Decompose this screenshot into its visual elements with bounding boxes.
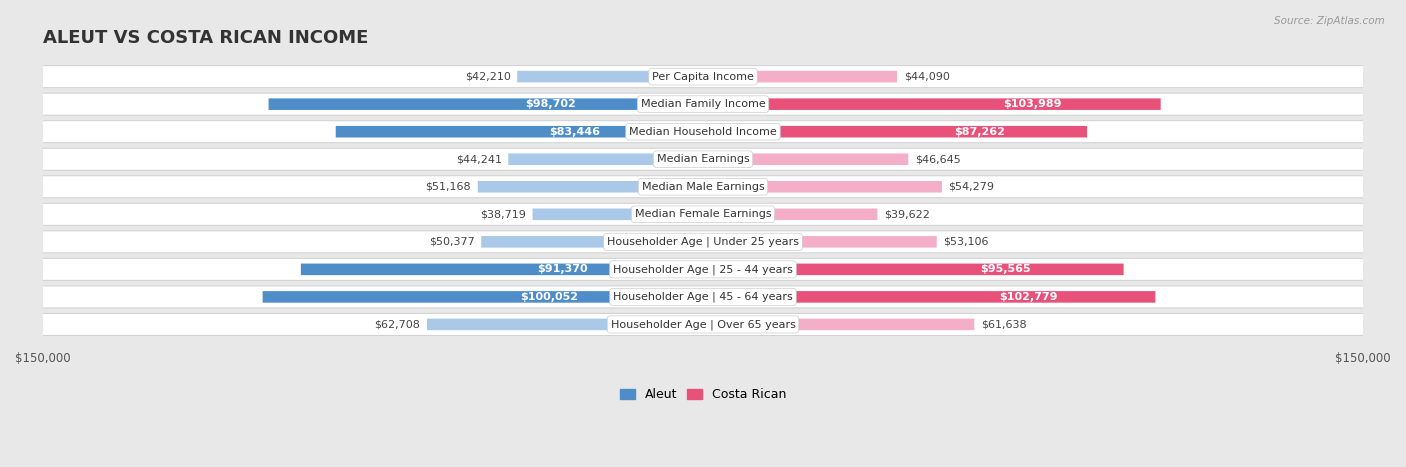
FancyBboxPatch shape [703,208,877,220]
Text: $61,638: $61,638 [981,319,1026,329]
FancyBboxPatch shape [703,99,1161,110]
FancyBboxPatch shape [703,181,942,192]
Text: $91,370: $91,370 [537,264,588,274]
FancyBboxPatch shape [703,71,897,82]
Text: Per Capita Income: Per Capita Income [652,71,754,82]
Text: $39,622: $39,622 [884,209,929,219]
Text: $83,446: $83,446 [548,127,600,137]
Text: Householder Age | Over 65 years: Householder Age | Over 65 years [610,319,796,330]
Text: $62,708: $62,708 [374,319,420,329]
FancyBboxPatch shape [263,291,703,303]
Text: Householder Age | 25 - 44 years: Householder Age | 25 - 44 years [613,264,793,275]
FancyBboxPatch shape [481,236,703,248]
FancyBboxPatch shape [30,66,1376,88]
FancyBboxPatch shape [30,176,1376,198]
FancyBboxPatch shape [336,126,703,137]
Text: $38,719: $38,719 [479,209,526,219]
Text: $95,565: $95,565 [980,264,1031,274]
Text: $103,989: $103,989 [1004,99,1062,109]
Text: $44,090: $44,090 [904,71,949,82]
FancyBboxPatch shape [703,236,936,248]
Text: $44,241: $44,241 [456,154,502,164]
FancyBboxPatch shape [703,291,1156,303]
FancyBboxPatch shape [427,318,703,330]
FancyBboxPatch shape [30,148,1376,170]
FancyBboxPatch shape [30,231,1376,253]
Text: $50,377: $50,377 [429,237,475,247]
FancyBboxPatch shape [703,263,1123,275]
FancyBboxPatch shape [301,263,703,275]
FancyBboxPatch shape [269,99,703,110]
Text: Median Household Income: Median Household Income [628,127,778,137]
FancyBboxPatch shape [703,126,1087,137]
FancyBboxPatch shape [30,286,1376,308]
Text: Source: ZipAtlas.com: Source: ZipAtlas.com [1274,16,1385,26]
FancyBboxPatch shape [533,208,703,220]
Text: Householder Age | Under 25 years: Householder Age | Under 25 years [607,237,799,247]
FancyBboxPatch shape [30,313,1376,335]
Text: $54,279: $54,279 [949,182,994,192]
Text: $42,210: $42,210 [465,71,510,82]
FancyBboxPatch shape [509,154,703,165]
Text: $46,645: $46,645 [915,154,960,164]
Text: $98,702: $98,702 [526,99,576,109]
FancyBboxPatch shape [30,93,1376,115]
FancyBboxPatch shape [517,71,703,82]
FancyBboxPatch shape [703,154,908,165]
Text: Median Family Income: Median Family Income [641,99,765,109]
Text: $51,168: $51,168 [426,182,471,192]
Text: $87,262: $87,262 [955,127,1005,137]
FancyBboxPatch shape [703,318,974,330]
Legend: Aleut, Costa Rican: Aleut, Costa Rican [614,383,792,406]
FancyBboxPatch shape [30,203,1376,225]
Text: $102,779: $102,779 [1000,292,1057,302]
Text: $100,052: $100,052 [520,292,578,302]
Text: $53,106: $53,106 [943,237,988,247]
Text: Median Earnings: Median Earnings [657,154,749,164]
Text: Householder Age | 45 - 64 years: Householder Age | 45 - 64 years [613,292,793,302]
Text: Median Female Earnings: Median Female Earnings [634,209,772,219]
Text: Median Male Earnings: Median Male Earnings [641,182,765,192]
FancyBboxPatch shape [478,181,703,192]
Text: ALEUT VS COSTA RICAN INCOME: ALEUT VS COSTA RICAN INCOME [42,29,368,47]
FancyBboxPatch shape [30,120,1376,143]
FancyBboxPatch shape [30,258,1376,280]
